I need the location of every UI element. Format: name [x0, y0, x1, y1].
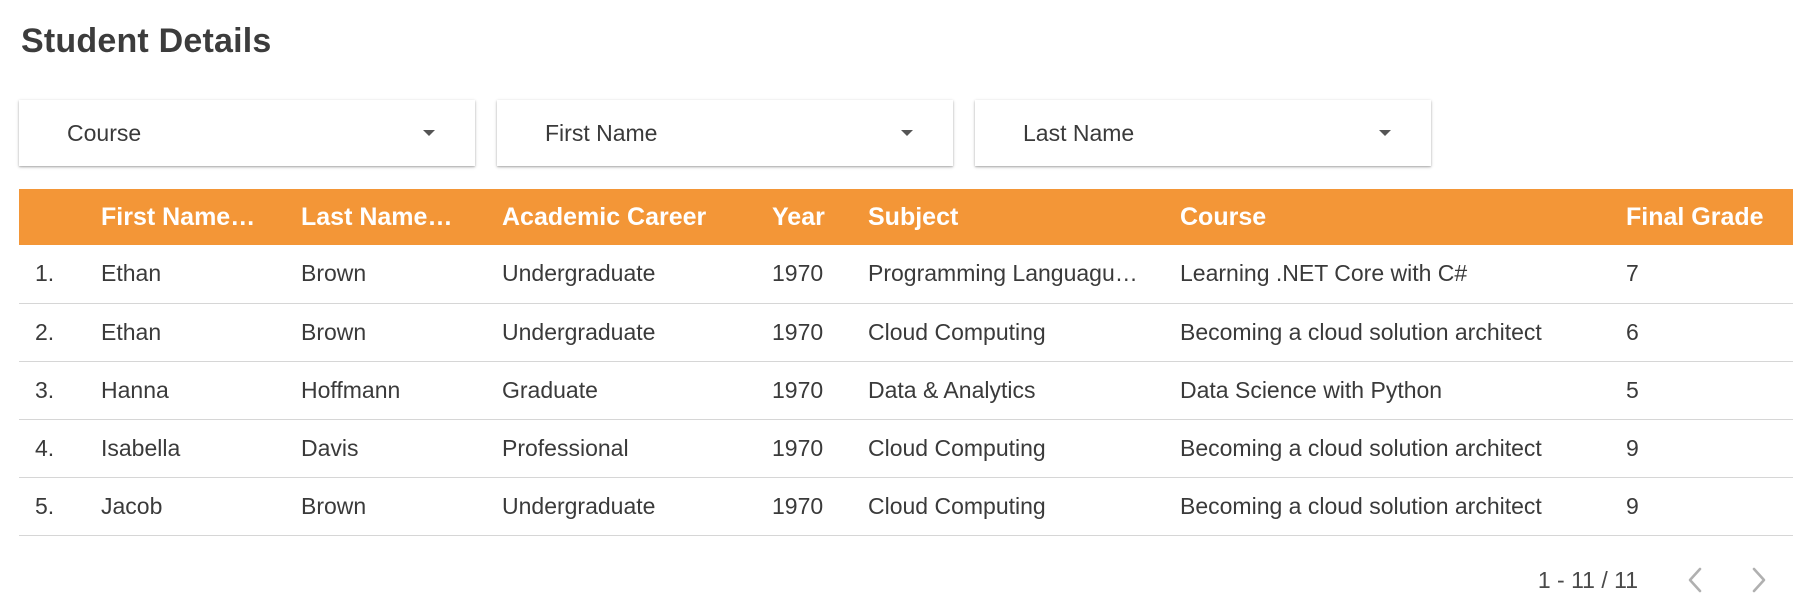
- academic-career-cell: Undergraduate: [502, 318, 656, 345]
- last-name-cell: Hoffmann: [301, 376, 401, 403]
- last-name-filter-label: Last Name: [1023, 119, 1135, 146]
- course-filter-label: Course: [67, 119, 142, 146]
- pagination: 1 - 11 / 11: [1538, 565, 1774, 595]
- course-filter-dropdown[interactable]: Course: [19, 100, 475, 166]
- final-grade-cell: 7: [1626, 260, 1639, 287]
- subject-column-header[interactable]: Subject: [868, 202, 959, 231]
- table-row: 2. Ethan Brown Undergraduate 1970 Cloud …: [19, 303, 1793, 361]
- first-name-cell: Ethan: [101, 318, 162, 345]
- course-cell: Data Science with Python: [1180, 376, 1443, 403]
- course-column-header[interactable]: Course: [1180, 202, 1267, 231]
- chevron-left-icon: [1688, 567, 1702, 593]
- final-grade-cell: 9: [1626, 434, 1639, 461]
- pagination-range: 1 - 11 / 11: [1537, 566, 1638, 593]
- course-cell: Becoming a cloud solution architect: [1180, 434, 1542, 461]
- table-row: 4. Isabella Davis Professional 1970 Clou…: [19, 419, 1793, 477]
- last-name-filter-dropdown[interactable]: Last Name: [975, 100, 1431, 166]
- table-row: 1. Ethan Brown Undergraduate 1970 Progra…: [19, 245, 1793, 303]
- subject-cell: Cloud Computing: [868, 492, 1046, 519]
- subject-cell: Cloud Computing: [868, 434, 1046, 461]
- first-name-cell: Jacob: [101, 492, 163, 519]
- year-cell: 1970: [772, 434, 824, 461]
- dropdown-arrow-icon: [423, 130, 435, 136]
- final-grade-column-header[interactable]: Final Grade: [1626, 202, 1764, 231]
- row-index: 5.: [35, 492, 55, 519]
- subject-cell: Data & Analytics: [868, 376, 1036, 403]
- subject-cell: Cloud Computing: [868, 318, 1046, 345]
- table-row: 5. Jacob Brown Undergraduate 1970 Cloud …: [19, 477, 1793, 535]
- final-grade-cell: 5: [1626, 376, 1639, 403]
- final-grade-cell: 6: [1626, 318, 1639, 345]
- year-column-header[interactable]: Year: [772, 202, 825, 231]
- last-name-cell: Brown: [301, 318, 367, 345]
- year-cell: 1970: [772, 260, 824, 287]
- student-table: First Name… Last Name… Academic Career Y…: [19, 189, 1793, 536]
- first-name-filter-dropdown[interactable]: First Name: [497, 100, 953, 166]
- academic-career-cell: Graduate: [502, 376, 598, 403]
- course-cell: Learning .NET Core with C#: [1180, 260, 1468, 287]
- academic-career-cell: Undergraduate: [502, 260, 656, 287]
- row-index: 2.: [35, 318, 55, 345]
- last-name-cell: Brown: [301, 260, 367, 287]
- last-name-column-header[interactable]: Last Name…: [301, 202, 453, 231]
- first-name-cell: Isabella: [101, 434, 181, 461]
- dropdown-arrow-icon: [1379, 130, 1391, 136]
- previous-page-button[interactable]: [1680, 565, 1710, 595]
- course-cell: Becoming a cloud solution architect: [1180, 492, 1542, 519]
- last-name-cell: Brown: [301, 492, 367, 519]
- dropdown-arrow-icon: [901, 130, 913, 136]
- first-name-column-header[interactable]: First Name…: [101, 202, 256, 231]
- final-grade-cell: 9: [1626, 492, 1639, 519]
- last-name-cell: Davis: [301, 434, 359, 461]
- year-cell: 1970: [772, 492, 824, 519]
- first-name-filter-label: First Name: [545, 119, 658, 146]
- course-cell: Becoming a cloud solution architect: [1180, 318, 1542, 345]
- row-index: 3.: [35, 376, 55, 403]
- year-cell: 1970: [772, 318, 824, 345]
- academic-career-cell: Undergraduate: [502, 492, 656, 519]
- page-title: Student Details: [21, 22, 272, 60]
- index-column-header: [19, 189, 101, 245]
- first-name-cell: Hanna: [101, 376, 169, 403]
- year-cell: 1970: [772, 376, 824, 403]
- table-header-row: First Name… Last Name… Academic Career Y…: [19, 189, 1793, 245]
- next-page-button[interactable]: [1744, 565, 1774, 595]
- filter-bar: Course First Name Last Name: [19, 100, 1431, 166]
- academic-career-cell: Professional: [502, 434, 629, 461]
- row-index: 4.: [35, 434, 55, 461]
- chevron-right-icon: [1752, 567, 1766, 593]
- first-name-cell: Ethan: [101, 260, 162, 287]
- subject-cell: Programming Languagu…: [868, 260, 1138, 287]
- row-index: 1.: [35, 260, 55, 287]
- table-row: 3. Hanna Hoffmann Graduate 1970 Data & A…: [19, 361, 1793, 419]
- academic-career-column-header[interactable]: Academic Career: [502, 202, 707, 231]
